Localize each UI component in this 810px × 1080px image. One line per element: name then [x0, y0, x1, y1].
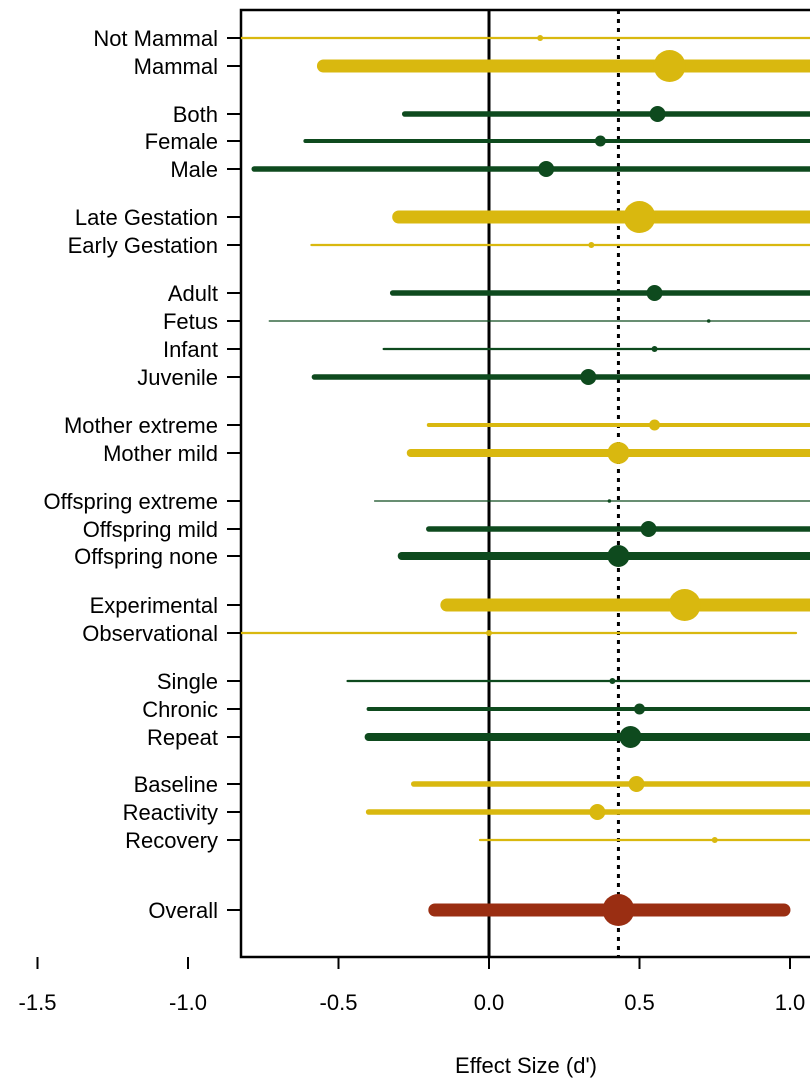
row-label: Fetus: [163, 309, 218, 334]
row-label: Baseline: [134, 772, 218, 797]
effect-size-point: [628, 776, 645, 792]
effect-size-point: [668, 589, 701, 621]
x-axis: -1.5-1.0-0.50.00.51.01.52.0: [19, 957, 806, 1015]
row-label: Observational: [82, 621, 218, 646]
plot-frame: [239, 8, 810, 959]
row-label: Infant: [163, 337, 218, 362]
row-label: Offspring mild: [83, 517, 218, 542]
effect-size-point: [602, 894, 635, 926]
effect-size-point: [640, 521, 657, 537]
effect-size-point: [649, 419, 661, 431]
row-label: Early Gestation: [68, 233, 218, 258]
x-tick-label: 0.5: [624, 990, 655, 1015]
effect-size-point: [589, 804, 606, 820]
effect-size-point: [649, 106, 666, 122]
effect-size-point: [607, 545, 630, 567]
effect-size-point: [609, 678, 616, 684]
x-tick-label: -1.0: [169, 990, 207, 1015]
row-label: Offspring none: [74, 544, 218, 569]
row-label: Reactivity: [123, 800, 218, 825]
effect-intervals: [239, 35, 810, 926]
effect-size-point: [634, 703, 645, 715]
row-label: Mother mild: [103, 441, 218, 466]
row-label: Offspring extreme: [44, 489, 218, 514]
row-label: Repeat: [147, 725, 218, 750]
row-label: Mammal: [134, 54, 218, 79]
effect-size-point: [711, 837, 718, 843]
effect-size-point: [619, 726, 642, 748]
effect-size-point: [651, 346, 658, 352]
row-label: Mother extreme: [64, 413, 218, 438]
x-tick-label: -1.5: [19, 990, 57, 1015]
row-label: Single: [157, 669, 218, 694]
row-label: Chronic: [142, 697, 218, 722]
row-label: Adult: [168, 281, 218, 306]
effect-size-point: [607, 499, 612, 503]
x-tick-label: 1.0: [775, 990, 806, 1015]
x-tick-label: -0.5: [320, 990, 358, 1015]
effect-size-point: [653, 50, 686, 82]
effect-size-point: [594, 135, 606, 147]
effect-size-point: [607, 442, 630, 464]
effect-size-point: [646, 285, 663, 301]
row-label: Recovery: [125, 828, 218, 853]
row-label: Experimental: [90, 593, 218, 618]
row-label: Female: [145, 129, 218, 154]
effect-size-point: [623, 201, 656, 233]
effect-size-point: [486, 630, 492, 636]
x-tick-label: 0.0: [474, 990, 505, 1015]
effect-size-point: [706, 319, 711, 323]
row-label: Both: [173, 102, 218, 127]
effect-size-point: [538, 161, 555, 177]
effect-size-point: [537, 35, 544, 41]
effect-size-point: [588, 242, 595, 248]
row-label: Overall: [148, 898, 218, 923]
effect-size-point: [580, 369, 597, 385]
x-axis-title: Effect Size (d'): [455, 1053, 597, 1078]
row-label: Juvenile: [137, 365, 218, 390]
row-label: Late Gestation: [75, 205, 218, 230]
row-label: Male: [170, 157, 218, 182]
row-label: Not Mammal: [93, 26, 218, 51]
